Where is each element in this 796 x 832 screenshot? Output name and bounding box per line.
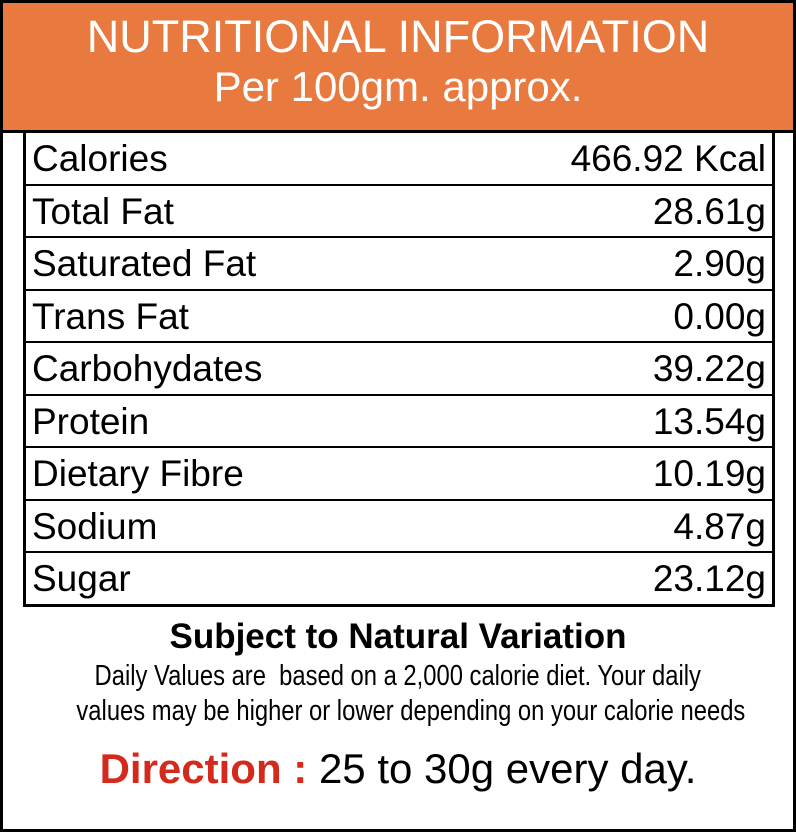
nutrient-name: Trans Fat [32, 295, 189, 337]
direction: Direction : 25 to 30g every day. [3, 745, 793, 793]
table-row: Protein 13.54g [26, 393, 772, 447]
note-line: Daily Values are based on a 2,000 calori… [94, 659, 702, 692]
header: NUTRITIONAL INFORMATION Per 100gm. appro… [3, 3, 793, 133]
nutrient-name: Total Fat [32, 190, 174, 232]
nutrient-value: 39.22g [652, 348, 766, 389]
subtitle: Per 100gm. approx. [213, 63, 583, 110]
nutrient-value: 28.61g [652, 190, 766, 232]
nutrient-name: Sodium [32, 505, 158, 547]
table-row: Calories 466.92 Kcal [26, 133, 772, 184]
table-row: Carbohydates 39.22g [26, 341, 772, 394]
nutrient-name: Protein [32, 400, 150, 442]
nutrient-value: 0.00g [673, 295, 766, 337]
note-line: values may be higher or lower depending … [76, 694, 746, 727]
nutrient-name: Dietary Fibre [32, 453, 244, 494]
footer: Subject to Natural Variation Daily Value… [3, 615, 793, 793]
table-row: Sodium 4.87g [26, 498, 772, 552]
direction-text: 25 to 30g every day. [318, 744, 697, 792]
note-title: Subject to Natural Variation [169, 616, 627, 656]
table-row: Total Fat 28.61g [26, 183, 772, 237]
table-row: Saturated Fat 2.90g [26, 236, 772, 289]
note-line-box: Daily Values are based on a 2,000 calori… [3, 659, 793, 694]
nutrient-name: Sugar [32, 558, 131, 599]
table-row: Trans Fat 0.00g [26, 288, 772, 342]
nutrient-value: 23.12g [652, 558, 766, 599]
nutrient-name: Saturated Fat [32, 243, 257, 284]
nutrition-table: Calories 466.92 Kcal Total Fat 28.61g Satura… [23, 133, 775, 607]
nutrient-value: 13.54g [652, 400, 766, 442]
title: NUTRITIONAL INFORMATION [86, 11, 710, 62]
note: Daily Values are based on a 2,000 calori… [3, 659, 793, 729]
table-row: Sugar 23.12g [26, 551, 772, 604]
direction-label: Direction : [99, 744, 308, 792]
nutrient-name: Calories [32, 138, 168, 179]
note-line-box: values may be higher or lower depending … [3, 694, 793, 729]
table-row: Dietary Fibre 10.19g [26, 446, 772, 499]
nutrient-value: 4.87g [673, 505, 766, 547]
nutrient-value: 10.19g [652, 453, 766, 494]
nutrient-value: 466.92 Kcal [570, 138, 766, 179]
nutrient-value: 2.90g [673, 243, 766, 284]
nutrient-name: Carbohydates [32, 348, 263, 389]
